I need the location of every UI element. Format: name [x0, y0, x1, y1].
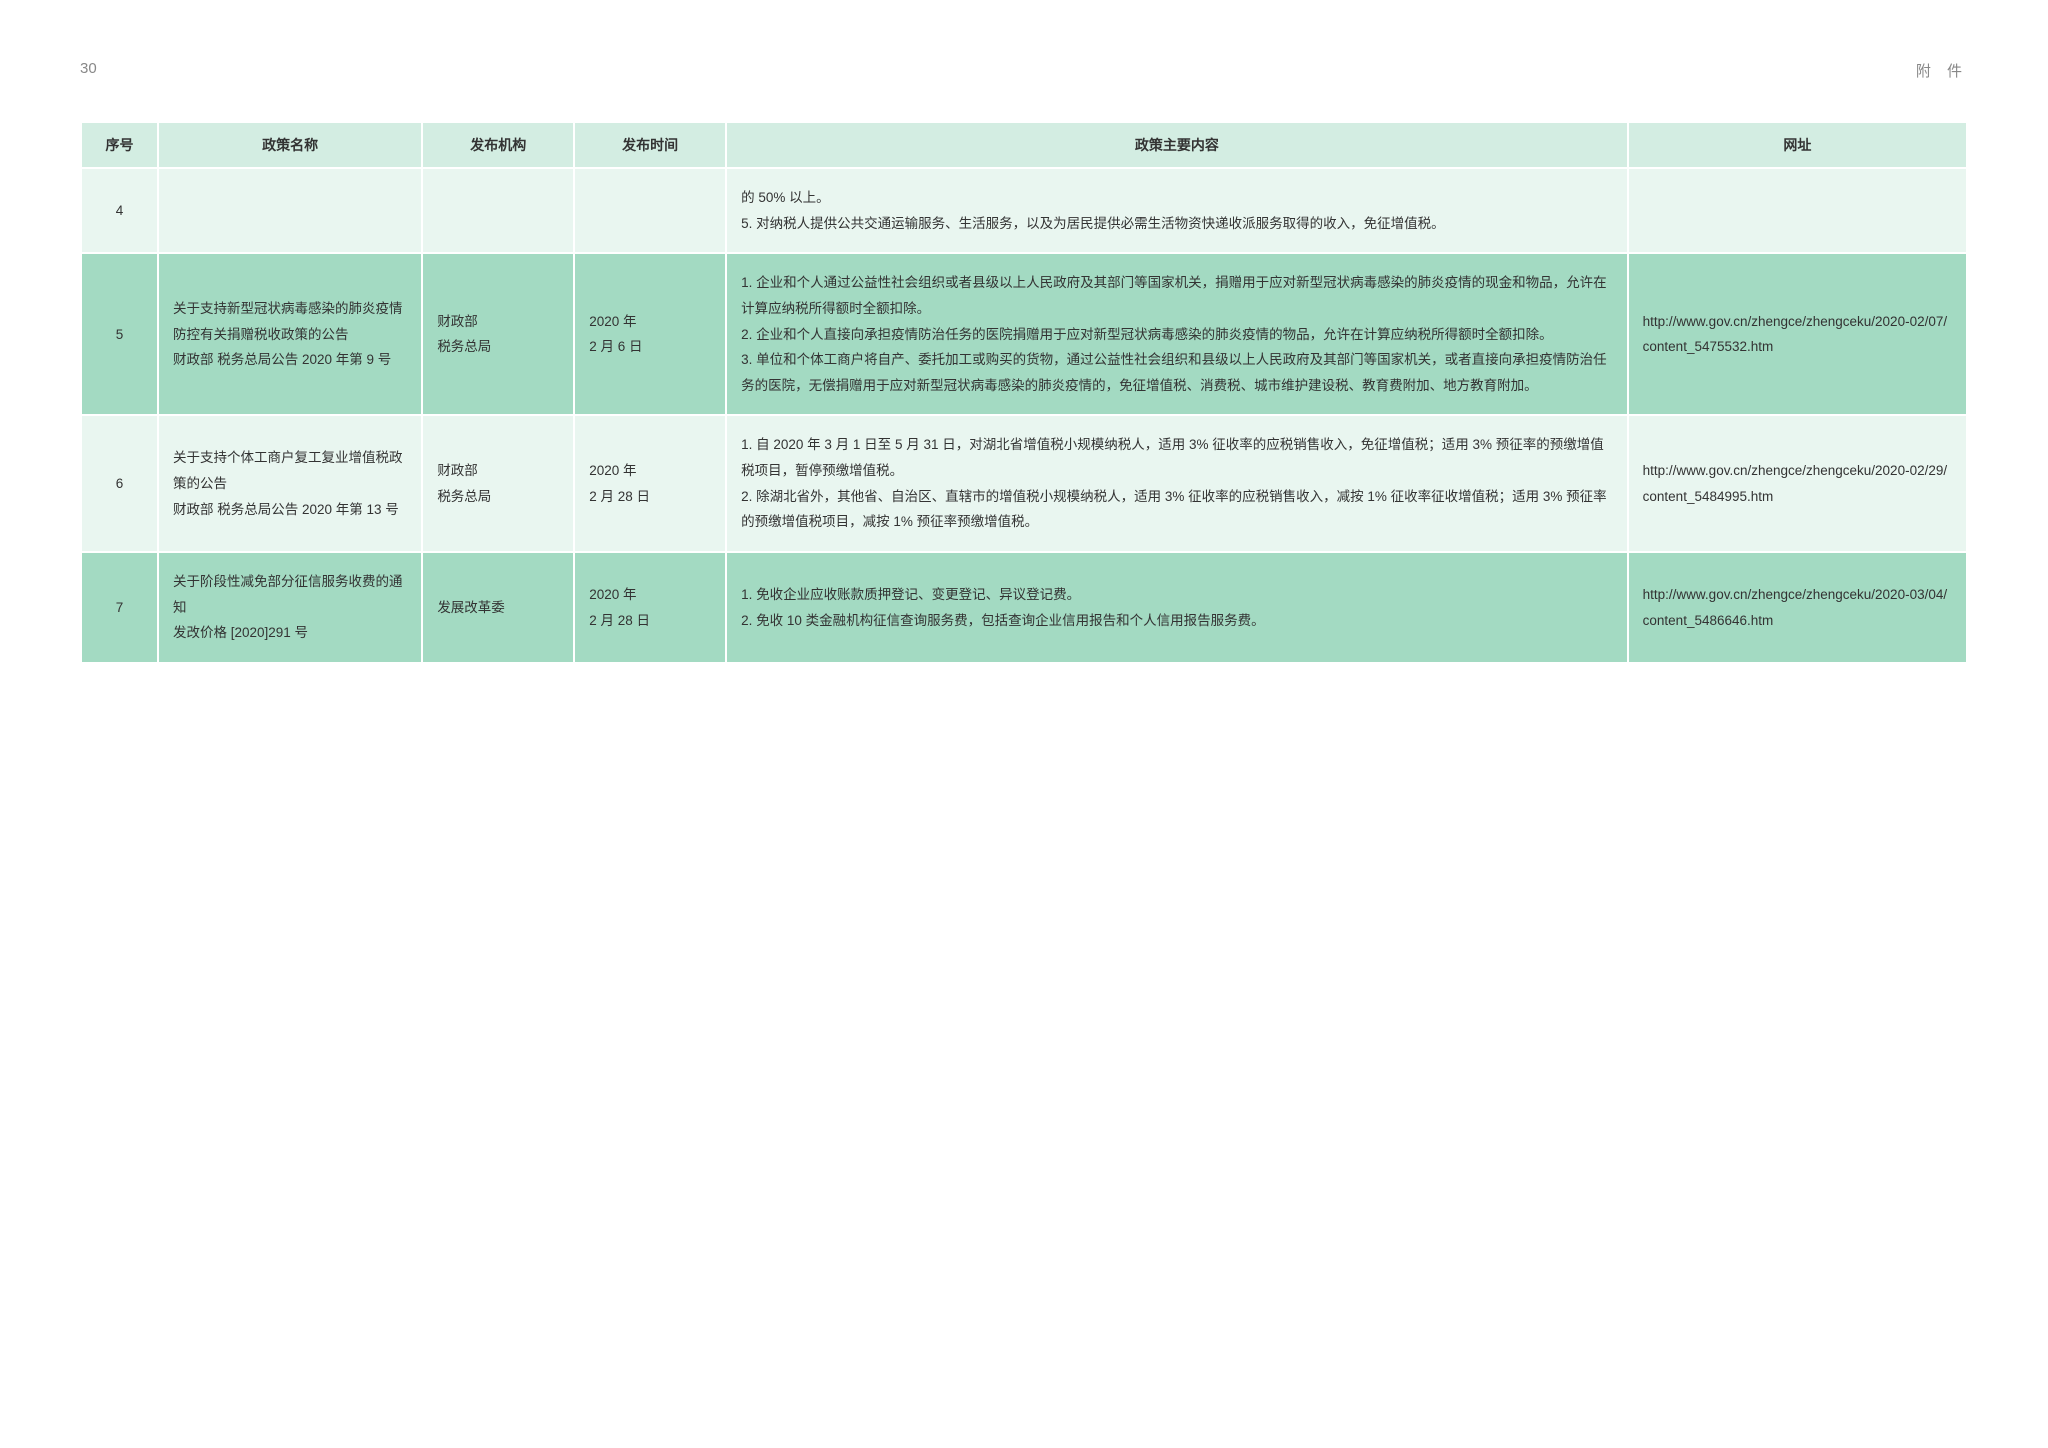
appendix-label: 附 件: [1916, 60, 1968, 81]
cell-url: [1629, 169, 1966, 252]
page-header: 30 附 件: [80, 60, 1968, 81]
cell-name: 关于阶段性减免部分征信服务收费的通知发改价格 [2020]291 号: [159, 553, 421, 662]
table-body: 4 的 50% 以上。5. 对纳税人提供公共交通运输服务、生活服务，以及为居民提…: [82, 169, 1966, 662]
cell-content: 1. 免收企业应收账款质押登记、变更登记、异议登记费。2. 免收 10 类金融机…: [727, 553, 1627, 662]
cell-content: 1. 自 2020 年 3 月 1 日至 5 月 31 日，对湖北省增值税小规模…: [727, 416, 1627, 551]
cell-name: [159, 169, 421, 252]
cell-seq: 5: [82, 254, 157, 414]
table-row: 6 关于支持个体工商户复工复业增值税政策的公告财政部 税务总局公告 2020 年…: [82, 416, 1966, 551]
col-header-url: 网址: [1629, 123, 1966, 167]
cell-url: http://www.gov.cn/zhengce/zhengceku/2020…: [1629, 553, 1966, 662]
cell-agency: 财政部税务总局: [423, 416, 573, 551]
cell-date: 2020 年2 月 28 日: [575, 416, 725, 551]
cell-url: http://www.gov.cn/zhengce/zhengceku/2020…: [1629, 254, 1966, 414]
cell-date: 2020 年2 月 28 日: [575, 553, 725, 662]
col-header-agency: 发布机构: [423, 123, 573, 167]
col-header-date: 发布时间: [575, 123, 725, 167]
cell-agency: 发展改革委: [423, 553, 573, 662]
cell-name: 关于支持新型冠状病毒感染的肺炎疫情防控有关捐赠税收政策的公告财政部 税务总局公告…: [159, 254, 421, 414]
col-header-name: 政策名称: [159, 123, 421, 167]
table-header-row: 序号 政策名称 发布机构 发布时间 政策主要内容 网址: [82, 123, 1966, 167]
cell-agency: [423, 169, 573, 252]
cell-agency: 财政部税务总局: [423, 254, 573, 414]
table-row: 4 的 50% 以上。5. 对纳税人提供公共交通运输服务、生活服务，以及为居民提…: [82, 169, 1966, 252]
table-row: 7 关于阶段性减免部分征信服务收费的通知发改价格 [2020]291 号 发展改…: [82, 553, 1966, 662]
table-row: 5 关于支持新型冠状病毒感染的肺炎疫情防控有关捐赠税收政策的公告财政部 税务总局…: [82, 254, 1966, 414]
cell-seq: 7: [82, 553, 157, 662]
cell-date: 2020 年2 月 6 日: [575, 254, 725, 414]
cell-seq: 4: [82, 169, 157, 252]
policy-table: 序号 政策名称 发布机构 发布时间 政策主要内容 网址 4 的 50% 以上。5…: [80, 121, 1968, 664]
cell-content: 1. 企业和个人通过公益性社会组织或者县级以上人民政府及其部门等国家机关，捐赠用…: [727, 254, 1627, 414]
cell-name: 关于支持个体工商户复工复业增值税政策的公告财政部 税务总局公告 2020 年第 …: [159, 416, 421, 551]
page-number: 30: [80, 60, 97, 81]
cell-url: http://www.gov.cn/zhengce/zhengceku/2020…: [1629, 416, 1966, 551]
col-header-content: 政策主要内容: [727, 123, 1627, 167]
cell-seq: 6: [82, 416, 157, 551]
col-header-seq: 序号: [82, 123, 157, 167]
cell-content: 的 50% 以上。5. 对纳税人提供公共交通运输服务、生活服务，以及为居民提供必…: [727, 169, 1627, 252]
cell-date: [575, 169, 725, 252]
